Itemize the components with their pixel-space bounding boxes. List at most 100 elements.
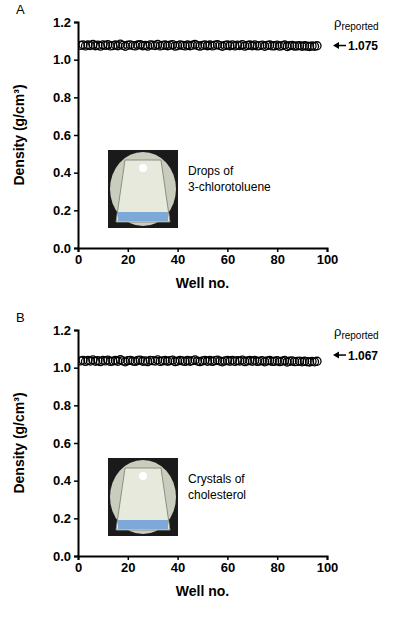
x-axis-title: Well no.: [176, 583, 229, 599]
inset-liquid: [118, 212, 168, 221]
y-tick: 0.0: [53, 549, 78, 564]
x-axis-line: [79, 249, 328, 253]
inset-tube: [116, 160, 170, 222]
x-axis-line: [79, 557, 328, 561]
y-tick-label: 1.0: [53, 52, 71, 67]
x-tick: 80: [270, 248, 284, 267]
inset-well: [110, 460, 176, 534]
y-tick-mark: [74, 97, 78, 99]
x-axis: 0 20 40 60 80 100: [75, 248, 338, 267]
y-axis-title: Density (g/cm³): [11, 392, 27, 493]
inset-drop: [139, 472, 147, 480]
reference-arrow-head: [333, 352, 339, 359]
x-tick-label: 60: [221, 252, 235, 267]
panel-label: B: [16, 310, 25, 325]
y-tick-mark: [74, 22, 78, 24]
y-axis: 0.0 0.2 0.4 0.6 0.8 1.0 1.2: [53, 323, 79, 564]
inset-drop: [139, 164, 147, 172]
panel: Drops of3-chlorotoluene0204060801000.00.…: [11, 2, 379, 291]
x-tick: 80: [270, 556, 284, 575]
inset-caption: Crystals of cholesterol: [188, 472, 246, 502]
inset-background: [108, 150, 178, 228]
y-tick-mark: [74, 405, 78, 407]
y-tick: 1.2: [53, 15, 78, 30]
y-tick-mark: [74, 135, 78, 137]
y-tick-label: 1.2: [53, 323, 71, 338]
data-point: [313, 42, 321, 50]
y-axis-line: [74, 23, 79, 249]
y-tick: 1.2: [53, 323, 78, 338]
x-tick: 20: [121, 556, 135, 575]
y-tick-label: 0.4: [53, 473, 72, 488]
x-axis: 020406080100: [75, 556, 338, 575]
y-tick-label: 0.6: [53, 436, 71, 451]
y-tick-label: 0.4: [53, 165, 72, 180]
reference-subscript: reported: [341, 21, 378, 32]
inset-photo: [108, 458, 178, 536]
x-tick-label: 100: [317, 560, 339, 575]
y-tick: 0.2: [53, 203, 78, 218]
reference-label: ρreported: [334, 324, 379, 341]
x-tick-label: 100: [317, 252, 339, 267]
y-tick-mark: [74, 367, 78, 369]
y-axis-line: [74, 331, 79, 557]
y-tick-mark: [74, 330, 78, 332]
inset-liquid: [118, 520, 168, 529]
x-tick-label: 40: [171, 560, 185, 575]
y-tick-mark: [74, 248, 78, 250]
points: [78, 40, 321, 50]
y-tick-mark: [74, 443, 78, 445]
y-axis-title: Density (g/cm³): [11, 84, 27, 185]
y-tick: 0.6: [53, 436, 78, 451]
figure: Drops of3-chlorotoluene0204060801000.00.…: [0, 0, 393, 632]
y-tick-label: 0.2: [53, 203, 71, 218]
inset-caption-line: 3-chlorotoluene: [188, 180, 271, 194]
y-tick: 0.8: [53, 398, 78, 413]
x-tick-label: 0: [75, 252, 82, 267]
x-axis-title: Well no.: [176, 275, 229, 291]
x-tick-label: 20: [121, 560, 135, 575]
x-tick: 100: [317, 248, 339, 267]
inset-caption-line: cholesterol: [188, 488, 246, 502]
y-tick: 0.4: [53, 473, 78, 488]
inset-tube: [116, 468, 170, 530]
inset-well: [110, 152, 176, 226]
y-tick: 0.6: [53, 128, 78, 143]
y-tick-label: 0.8: [53, 90, 71, 105]
points: [78, 356, 321, 366]
y-tick-label: 0.0: [53, 549, 71, 564]
y-axis: 0.0 0.2 0.4 0.6 0.8 1.0 1.2: [53, 15, 79, 256]
inset-caption-line: Crystals of: [188, 472, 245, 486]
reference-symbol: ρ: [334, 15, 341, 30]
panel-label: A: [16, 2, 25, 17]
x-tick: 0: [75, 248, 82, 267]
inset-caption: Drops of 3-chlorotoluene: [188, 164, 271, 194]
y-tick: 0.0: [53, 241, 78, 256]
x-tick: 20: [121, 248, 135, 267]
y-tick-mark: [74, 172, 78, 174]
x-tick-label: 60: [221, 560, 235, 575]
reference-subscript: reported: [341, 330, 378, 341]
x-tick: 100: [317, 556, 339, 575]
x-tick-label: 80: [270, 560, 284, 575]
y-tick-mark: [74, 518, 78, 520]
y-tick-mark: [74, 59, 78, 61]
x-tick: 40: [171, 248, 185, 267]
inset-photo: [108, 150, 178, 228]
panel: Crystals ofcholesterol0204060801000.00.2…: [11, 310, 379, 599]
x-tick: 60: [221, 556, 235, 575]
y-tick-label: 1.2: [53, 15, 71, 30]
reference-value: 1.075: [348, 39, 378, 53]
y-tick-label: 0.0: [53, 241, 71, 256]
y-tick: 0.4: [53, 165, 78, 180]
x-tick: 60: [221, 248, 235, 267]
y-tick-label: 0.6: [53, 128, 71, 143]
x-tick-label: 20: [121, 252, 135, 267]
inset-caption-line: Drops of: [188, 164, 234, 178]
y-tick: 1.0: [53, 360, 78, 375]
y-tick-label: 0.8: [53, 398, 71, 413]
y-tick: 0.2: [53, 511, 78, 526]
y-tick-mark: [74, 480, 78, 482]
y-tick-label: 1.0: [53, 360, 71, 375]
reference-arrow-head: [333, 42, 339, 49]
